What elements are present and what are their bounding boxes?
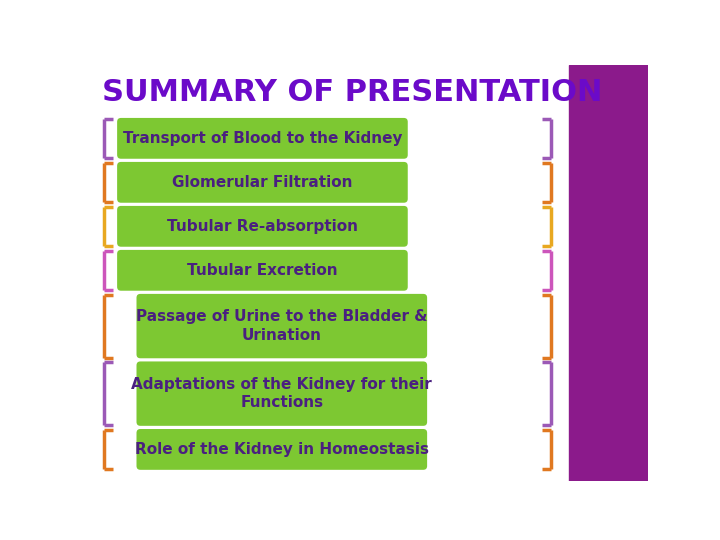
FancyBboxPatch shape xyxy=(117,162,408,202)
Text: Passage of Urine to the Bladder &
Urination: Passage of Urine to the Bladder & Urinat… xyxy=(136,309,428,343)
FancyBboxPatch shape xyxy=(137,429,427,470)
Text: SUMMARY OF PRESENTATION: SUMMARY OF PRESENTATION xyxy=(102,78,602,107)
Text: Role of the Kidney in Homeostasis: Role of the Kidney in Homeostasis xyxy=(135,442,429,457)
Text: Tubular Excretion: Tubular Excretion xyxy=(187,263,338,278)
FancyBboxPatch shape xyxy=(117,250,408,291)
FancyBboxPatch shape xyxy=(117,206,408,247)
Text: Glomerular Filtration: Glomerular Filtration xyxy=(172,175,353,190)
FancyBboxPatch shape xyxy=(137,361,427,426)
Text: Adaptations of the Kidney for their
Functions: Adaptations of the Kidney for their Func… xyxy=(132,377,432,410)
Bar xyxy=(569,65,648,481)
Text: Transport of Blood to the Kidney: Transport of Blood to the Kidney xyxy=(122,131,402,146)
Text: Tubular Re-absorption: Tubular Re-absorption xyxy=(167,219,358,234)
FancyBboxPatch shape xyxy=(137,294,427,358)
FancyBboxPatch shape xyxy=(117,118,408,159)
